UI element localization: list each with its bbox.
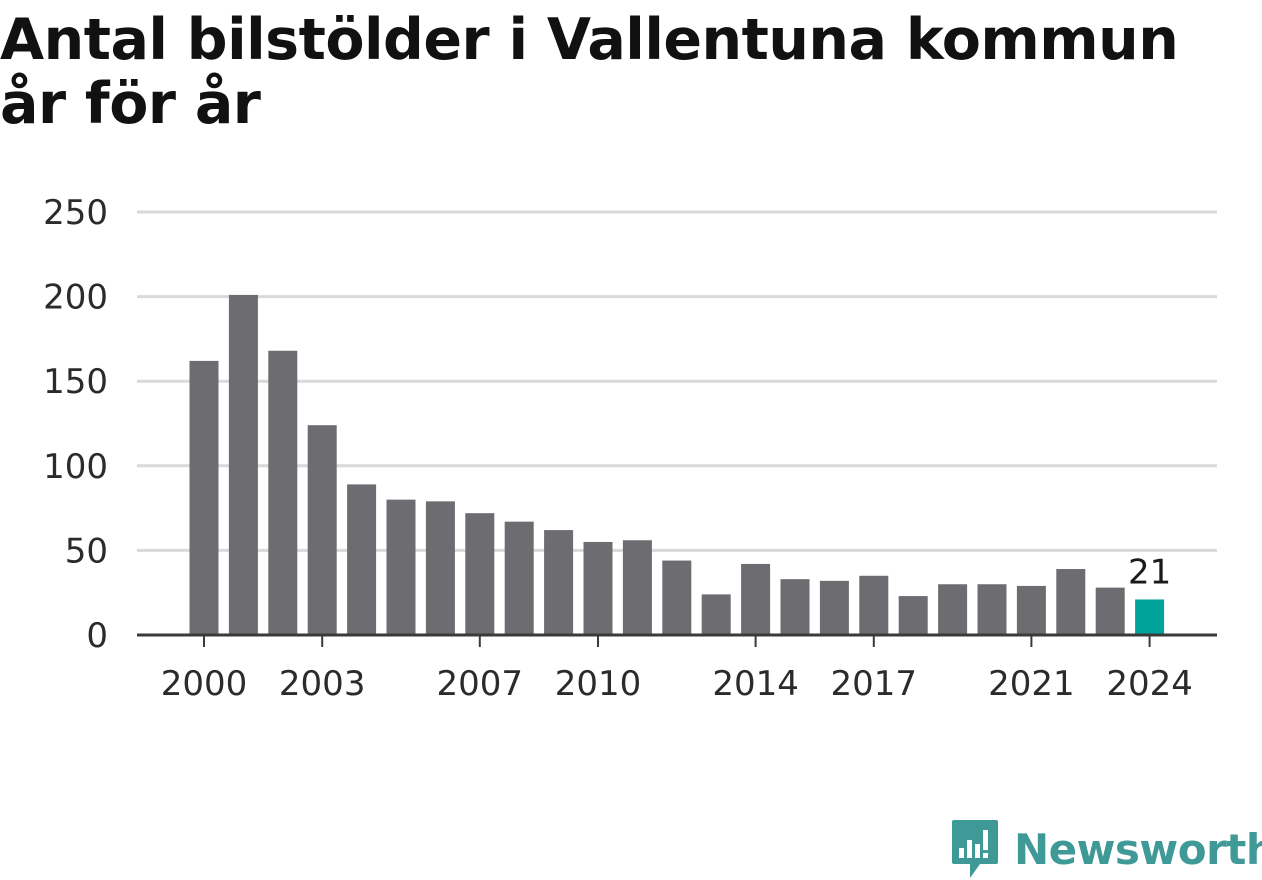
bar-2017 — [859, 575, 889, 635]
bar-2015 — [780, 579, 810, 635]
value-label-2024: 21 — [1128, 552, 1171, 592]
brand-logo: Newsworthy — [950, 818, 1262, 880]
x-tick-label-2010: 2010 — [555, 664, 642, 704]
bar-2001 — [228, 294, 258, 635]
bar-2009 — [544, 530, 574, 635]
y-tick-label-200: 200 — [43, 278, 108, 318]
bar-2013 — [701, 594, 731, 635]
x-tick-label-2017: 2017 — [831, 664, 918, 704]
bar-2022 — [1056, 569, 1086, 635]
bar-2023 — [1095, 587, 1125, 635]
value-labels: 21 — [1128, 552, 1171, 592]
y-tick-label-150: 150 — [43, 362, 108, 402]
y-axis-tick-labels: 0 50 100 150 200 250 — [43, 193, 108, 656]
y-tick-label-100: 100 — [43, 447, 108, 487]
bar-2018 — [898, 596, 928, 635]
y-tick-label-50: 50 — [65, 531, 108, 571]
x-tick-label-2014: 2014 — [712, 664, 799, 704]
bar-2005 — [386, 499, 416, 635]
bars — [189, 294, 1165, 635]
bar-2007 — [465, 513, 495, 635]
bar-2011 — [622, 540, 652, 635]
bar-2016 — [819, 580, 849, 635]
x-tick-label-2024: 2024 — [1106, 664, 1193, 704]
gridlines — [137, 210, 1217, 552]
x-tick-label-2021: 2021 — [988, 664, 1075, 704]
x-tick-label-2000: 2000 — [161, 664, 248, 704]
bar-2000 — [189, 360, 219, 635]
bar-2012 — [662, 560, 692, 635]
bar-2010 — [583, 541, 613, 635]
y-tick-label-250: 250 — [43, 193, 108, 233]
bar-2020 — [977, 584, 1007, 635]
bar-2002 — [268, 350, 298, 635]
bar-2021 — [1016, 585, 1046, 635]
x-tick-label-2007: 2007 — [437, 664, 524, 704]
brand-name: Newsworthy — [1014, 824, 1262, 874]
bar-2024 — [1135, 599, 1165, 635]
bar-2006 — [425, 501, 455, 635]
y-tick-label-0: 0 — [86, 616, 108, 656]
x-axis-tick-labels: 2000 2003 2007 2010 2014 2017 2021 2024 — [161, 664, 1193, 704]
bar-2019 — [938, 584, 968, 635]
bar-2004 — [347, 484, 377, 635]
chart-title: Antal bilstölder i Vallentuna kommun år … — [0, 7, 1179, 137]
bar-2008 — [504, 521, 534, 635]
bar-2003 — [307, 425, 337, 635]
x-axis — [137, 633, 1217, 647]
bar-2014 — [741, 563, 771, 635]
newsworthy-logo-icon — [952, 820, 998, 878]
x-tick-label-2003: 2003 — [279, 664, 366, 704]
